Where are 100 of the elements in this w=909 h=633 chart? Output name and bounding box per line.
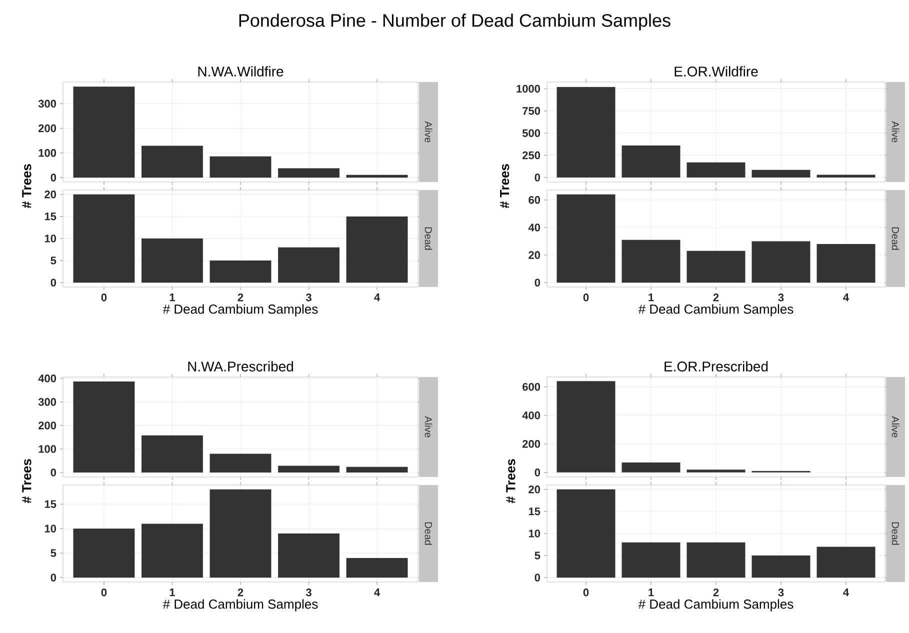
y2-axis-title: Dead — [424, 227, 432, 250]
y-tick-label: 500 — [522, 129, 540, 137]
y-tick-label: 100 — [38, 149, 56, 157]
bar — [556, 86, 616, 178]
y-tick-label: 15 — [44, 500, 56, 508]
bar — [556, 381, 616, 472]
bar — [346, 216, 408, 283]
bar — [686, 542, 746, 578]
bar — [210, 156, 272, 178]
y-tick-label: 20 — [44, 190, 56, 198]
y-tick-label: 20 — [528, 486, 540, 494]
y-tick-label: 200 — [38, 422, 56, 430]
chart-title: E.OR.Prescribed — [664, 361, 768, 372]
bar — [278, 466, 340, 473]
bar — [210, 454, 272, 473]
y-tick-label: 10 — [44, 234, 56, 242]
bar — [73, 528, 135, 578]
y2-axis-title: Alive — [424, 416, 432, 438]
y2-axis-title: Alive — [892, 416, 900, 438]
bar — [622, 240, 680, 283]
y-tick-label: 10 — [44, 524, 56, 532]
y-tick-label: 15 — [528, 508, 540, 516]
bar — [816, 546, 876, 578]
y-tick-label: 100 — [38, 445, 56, 453]
y-tick-label: 0 — [534, 278, 540, 286]
bar — [686, 162, 746, 178]
x-tick-label: 1 — [648, 294, 654, 302]
y-tick-label: 300 — [38, 100, 56, 108]
bar — [210, 260, 272, 283]
y-tick-label: 600 — [522, 382, 540, 391]
y2-axis-title: Alive — [892, 121, 900, 142]
y2-axis-title: Dead — [424, 522, 432, 545]
bar — [142, 238, 203, 283]
y-tick-label: 0 — [50, 468, 56, 476]
y-axis-title: # Trees — [506, 459, 516, 504]
y-tick-label: 0 — [534, 574, 540, 582]
y-tick-label: 1000 — [516, 84, 540, 93]
bar — [278, 247, 340, 283]
x-tick-label: 1 — [170, 294, 175, 302]
y-tick-label: 300 — [38, 398, 56, 406]
bar — [556, 194, 616, 283]
bar — [622, 462, 680, 472]
y-tick-label: 20 — [528, 251, 540, 259]
bar — [816, 174, 876, 178]
bar — [752, 241, 810, 283]
x-tick-label: 3 — [306, 294, 312, 302]
x-tick-label: 2 — [238, 588, 244, 596]
y-tick-label: 0 — [50, 278, 56, 286]
x-tick-label: 4 — [843, 588, 849, 596]
bar — [622, 542, 680, 578]
bar — [142, 146, 203, 178]
x-tick-label: 0 — [583, 294, 589, 302]
y-tick-label: 0 — [50, 174, 56, 182]
bar — [73, 86, 135, 178]
x-axis-title: # Dead Cambium Samples — [638, 599, 794, 612]
y-tick-label: 400 — [522, 411, 540, 420]
x-tick-label: 3 — [306, 588, 312, 596]
bar — [73, 381, 135, 473]
x-tick-label: 0 — [583, 588, 589, 596]
y-tick-label: 5 — [50, 256, 56, 264]
bar — [346, 466, 408, 473]
x-axis-title: # Dead Cambium Samples — [638, 304, 794, 316]
bar — [142, 435, 203, 473]
y-tick-label: 200 — [38, 124, 56, 132]
bar — [346, 174, 408, 178]
bar — [556, 489, 616, 578]
bar — [346, 558, 408, 578]
chart-title: N.WA.Prescribed — [188, 361, 294, 372]
y-tick-label: 0 — [534, 174, 540, 182]
y2-axis-title: Dead — [892, 522, 900, 545]
x-tick-label: 0 — [101, 588, 107, 596]
x-tick-label: 1 — [648, 588, 654, 596]
bar — [278, 534, 340, 578]
y-tick-label: 15 — [44, 212, 56, 220]
y-tick-label: 10 — [528, 530, 540, 538]
bar — [816, 244, 876, 283]
x-tick-label: 2 — [238, 294, 244, 302]
bar — [278, 168, 340, 178]
y-axis-title: # Trees — [22, 164, 32, 208]
x-axis-title: # Dead Cambium Samples — [162, 304, 318, 316]
y2-axis-title: Alive — [424, 121, 432, 142]
y-tick-label: 5 — [534, 552, 540, 560]
x-tick-label: 2 — [713, 294, 719, 302]
text: Ponderosa Pine - Number of Dead Cambium Samples — [239, 14, 670, 30]
x-tick-label: 3 — [778, 294, 784, 302]
y-tick-label: 0 — [534, 468, 540, 476]
y-axis-title: # Trees — [500, 164, 510, 208]
bar — [142, 524, 203, 578]
bar — [686, 470, 746, 472]
x-tick-label: 0 — [101, 294, 107, 302]
x-axis-title: # Dead Cambium Samples — [162, 599, 318, 612]
x-tick-label: 1 — [170, 588, 175, 596]
x-tick-label: 4 — [843, 294, 849, 302]
bar — [622, 146, 680, 178]
y-tick-label: 5 — [50, 549, 56, 557]
y-tick-label: 400 — [38, 374, 56, 382]
bar — [686, 250, 746, 283]
chart-title: E.OR.Wildfire — [674, 66, 758, 76]
chart-subtitle: N.WA.Wildfire — [198, 66, 284, 76]
y-tick-label: 750 — [522, 107, 540, 115]
